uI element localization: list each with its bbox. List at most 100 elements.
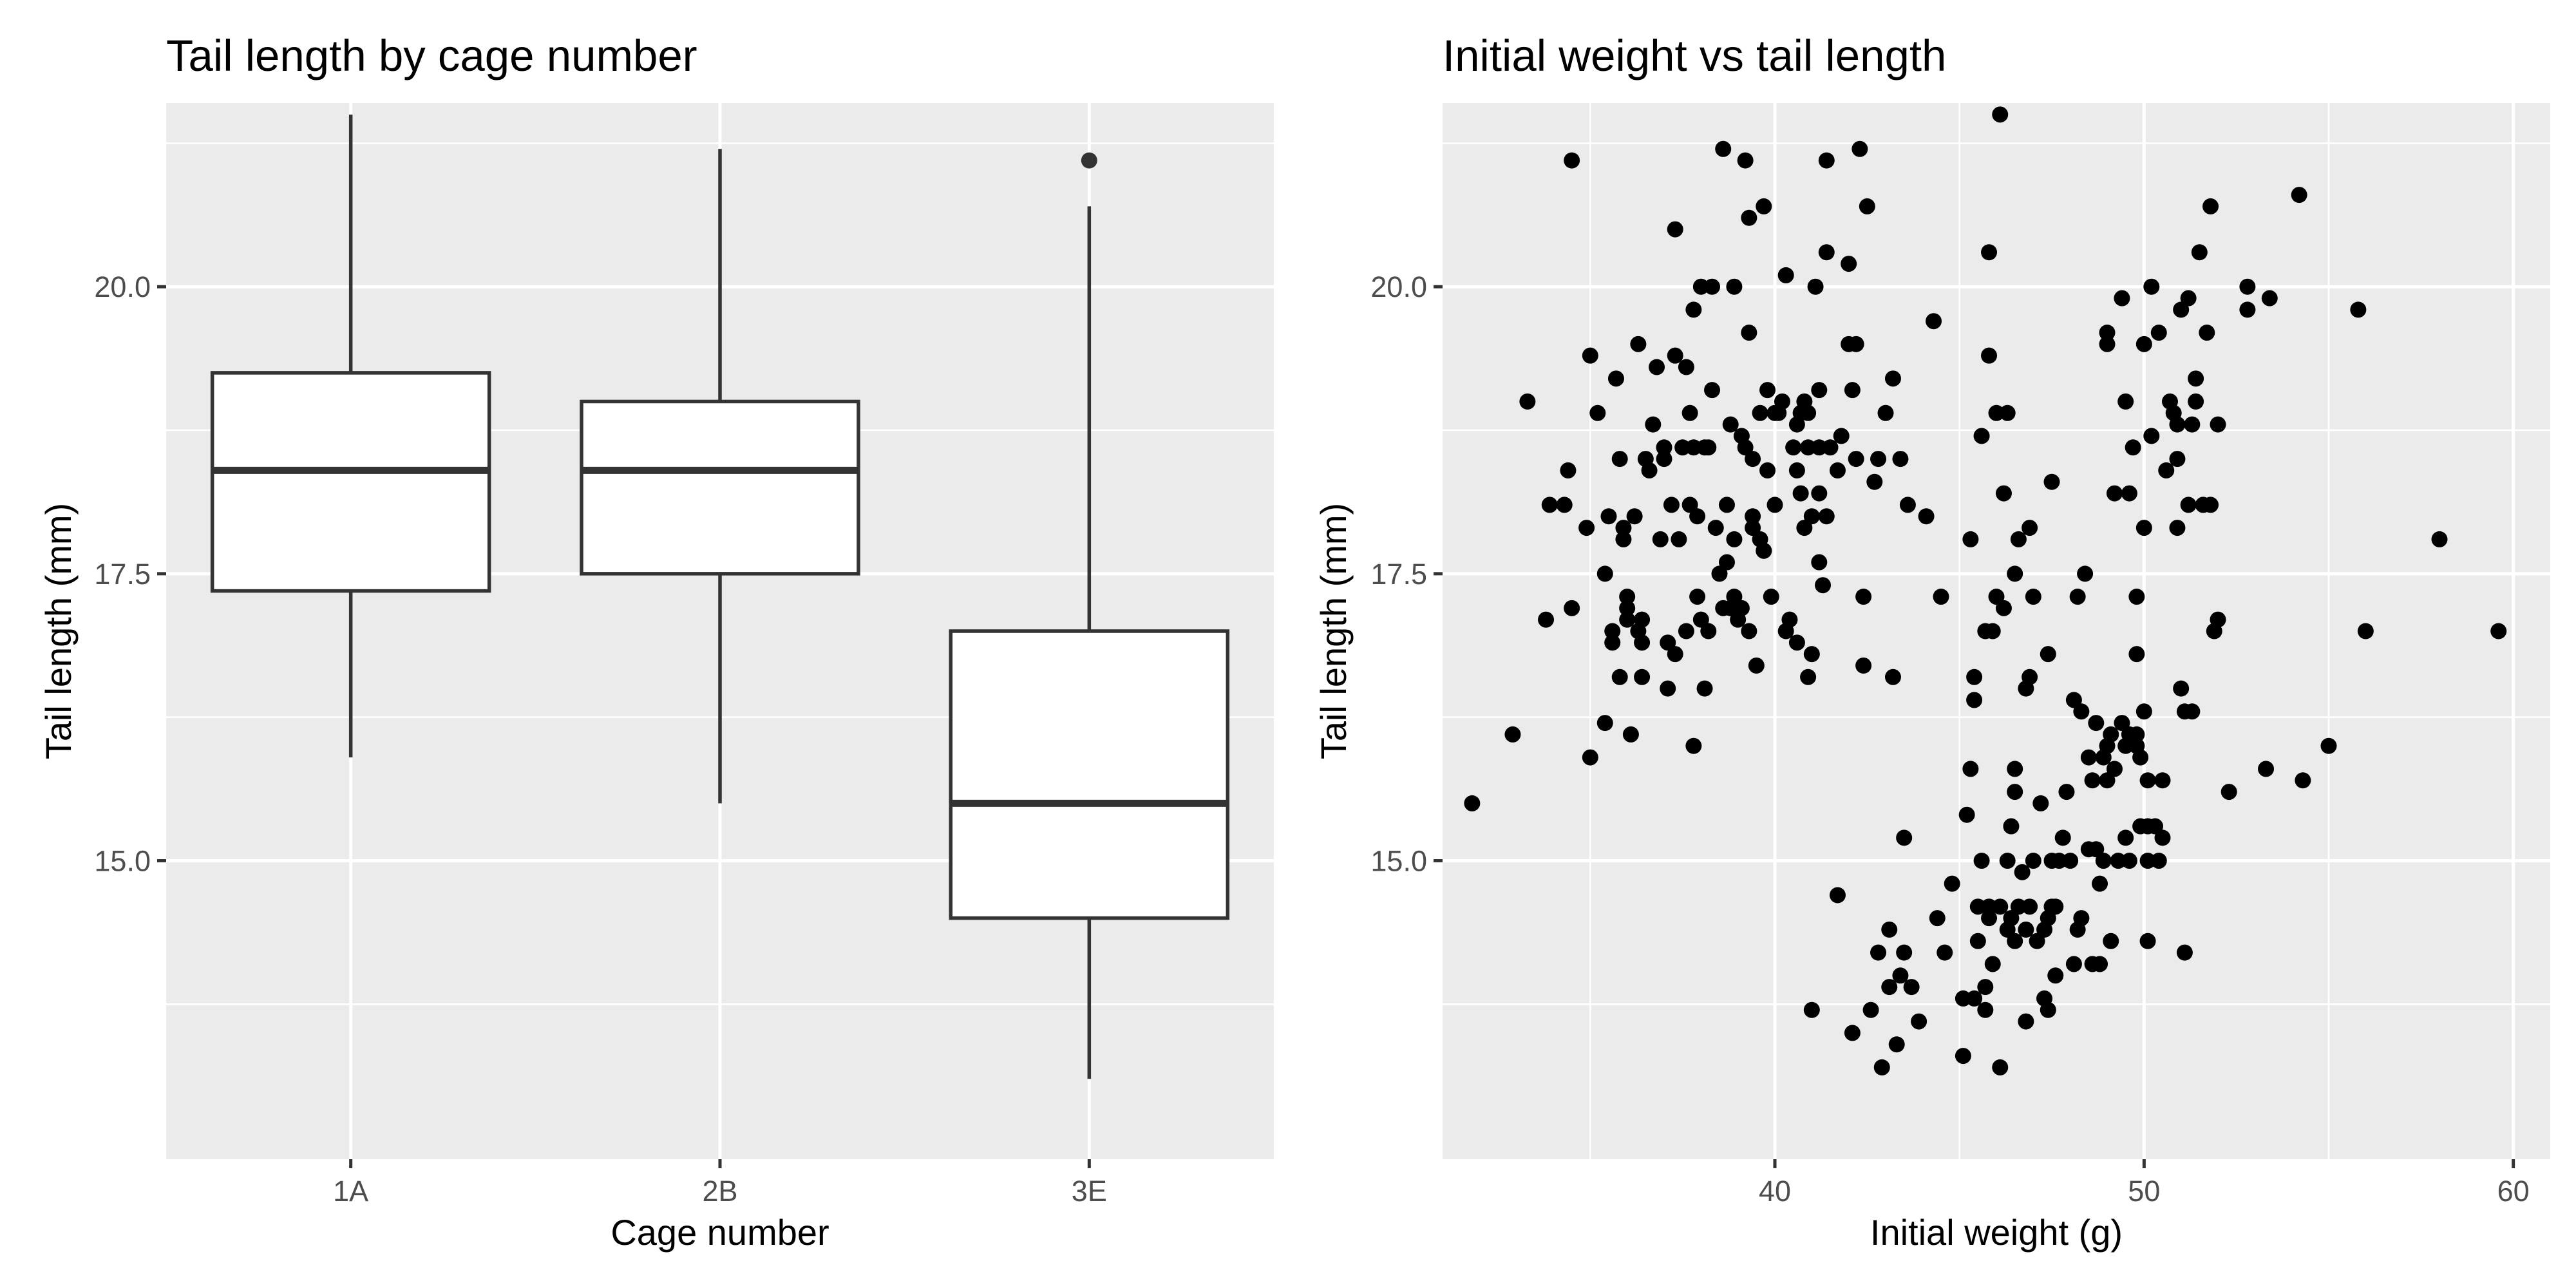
- scatter-point: [2490, 623, 2507, 639]
- scatter-point: [2114, 290, 2130, 307]
- scatter-point: [1796, 520, 1813, 536]
- scatter-point: [1681, 404, 1698, 421]
- scatter-point: [1844, 1025, 1861, 1041]
- scatter-point: [1634, 634, 1651, 651]
- scatter-point: [1892, 967, 1909, 984]
- scatter-point: [1981, 244, 1998, 261]
- scatter-point: [2139, 853, 2156, 869]
- scatter-point: [2022, 668, 2038, 685]
- scatter-point: [2176, 944, 2193, 961]
- scatter-point: [1582, 749, 1598, 766]
- scatter-point: [1937, 944, 1953, 961]
- boxplot-x-tick-label: 3E: [1072, 1175, 1107, 1208]
- scatter-point: [2258, 761, 2275, 777]
- scatter-point: [1464, 795, 1481, 811]
- scatter-x-axis: 40 50 60: [1759, 1159, 2530, 1208]
- scatter-point: [1704, 382, 1721, 399]
- scatter-point: [2007, 761, 2023, 777]
- scatter-point: [1884, 370, 1901, 387]
- scatter-point: [2117, 829, 2134, 846]
- scatter-point: [1892, 451, 1909, 468]
- scatter-point: [1992, 106, 2009, 123]
- scatter-point: [1678, 623, 1694, 639]
- scatter-point: [2150, 325, 2167, 341]
- scatter-point: [1619, 589, 1636, 605]
- scatter-point: [2114, 715, 2130, 732]
- scatter-point: [1992, 898, 2009, 915]
- scatter-point: [1519, 393, 1536, 410]
- boxplot-x-axis: 1A 2B 3E: [333, 1159, 1107, 1208]
- scatter-point: [1700, 439, 1717, 456]
- scatter-point: [2150, 853, 2167, 869]
- boxplot-y-tick-label: 20.0: [94, 270, 151, 303]
- scatter-point: [1781, 611, 1798, 628]
- scatter-point: [2069, 589, 2086, 605]
- scatter-point: [1756, 542, 1772, 559]
- scatter-point: [1604, 623, 1621, 639]
- scatter-point: [1649, 359, 1665, 375]
- scatter-point: [1619, 600, 1636, 616]
- scatter-point: [1745, 451, 1761, 468]
- scatter-point: [1733, 600, 1750, 616]
- scatter-point: [1774, 393, 1790, 410]
- scatter-point: [2188, 370, 2204, 387]
- scatter-point: [2154, 829, 2171, 846]
- scatter-point: [2025, 589, 2041, 605]
- scatter-point: [2202, 497, 2219, 513]
- scatter-point: [1833, 428, 1850, 444]
- scatter-point: [1741, 325, 1757, 341]
- scatter-y-tick-label: 20.0: [1370, 270, 1427, 303]
- scatter-point: [1759, 382, 1776, 399]
- scatter-point: [2007, 565, 2023, 582]
- scatter-point: [1678, 359, 1694, 375]
- box-outlier-point: [1081, 152, 1097, 169]
- scatter-point: [1656, 439, 1672, 456]
- scatter-point: [1622, 726, 1639, 743]
- box-iqr-rect: [210, 371, 491, 593]
- scatter-point: [1564, 152, 1580, 169]
- scatter-point: [2099, 336, 2116, 352]
- scatter-point: [2106, 761, 2123, 777]
- scatter-x-tick-label: 50: [2128, 1175, 2160, 1208]
- scatter-point: [2054, 829, 2071, 846]
- boxplot-x-tick-label: 2B: [702, 1175, 737, 1208]
- scatter-point: [2065, 692, 2082, 708]
- scatter-point: [2040, 1001, 2056, 1018]
- scatter-point: [1560, 462, 1577, 478]
- scatter-point: [1988, 404, 2005, 421]
- scatter-point: [1667, 347, 1683, 364]
- scatter-point: [1619, 611, 1636, 628]
- scatter-point: [2169, 520, 2186, 536]
- boxplot-y-axis: 15.0 17.5 20.0: [94, 270, 166, 878]
- scatter-point: [2018, 921, 2034, 938]
- scatter-point: [2025, 853, 2041, 869]
- scatter-point: [2110, 853, 2126, 869]
- boxplot-y-tick-label: 17.5: [94, 558, 151, 591]
- scatter-point: [2173, 301, 2190, 318]
- scatter-point: [1722, 416, 1739, 433]
- scatter-point: [1704, 278, 1721, 295]
- scatter-point: [1589, 404, 1606, 421]
- scatter-point: [1766, 497, 1783, 513]
- scatter-point: [1611, 451, 1628, 468]
- scatter-point: [2088, 841, 2105, 858]
- scatter-point: [1748, 657, 1765, 674]
- scatter-point: [2014, 864, 2031, 880]
- scatter-point: [1504, 726, 1521, 743]
- scatter-point: [1737, 152, 1754, 169]
- scatter-point: [1822, 439, 1839, 456]
- scatter-point: [1966, 668, 1983, 685]
- box-3E: [949, 152, 1230, 1079]
- scatter-point: [2103, 726, 2119, 743]
- scatter-point: [2121, 485, 2137, 502]
- scatter-point: [2003, 910, 2020, 927]
- scatter-point: [2065, 956, 2082, 972]
- scatter-point: [1981, 347, 1998, 364]
- scatter-point: [2184, 703, 2201, 720]
- scatter-point: [2147, 818, 2164, 835]
- scatter-point: [1615, 520, 1632, 536]
- boxplot-y-tick-label: 15.0: [94, 845, 151, 878]
- scatter-point: [1726, 589, 1743, 605]
- scatter-point: [2121, 853, 2137, 869]
